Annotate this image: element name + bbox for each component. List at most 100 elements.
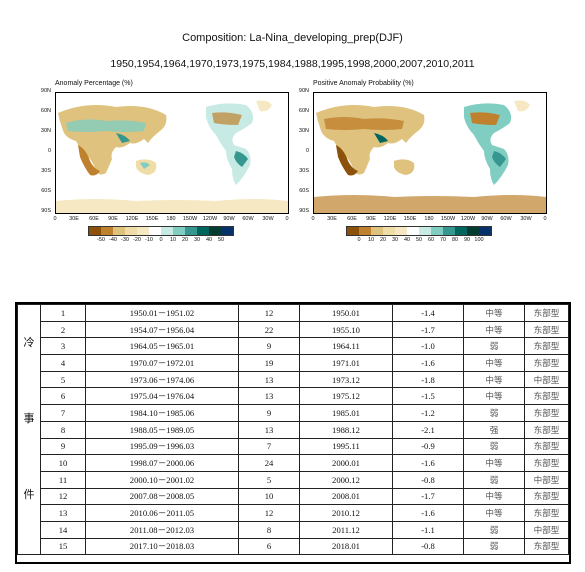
cell-val: -1.8 <box>392 370 464 389</box>
colorbar-label: 0 <box>357 237 361 243</box>
cell-strength: 中等 <box>463 504 525 522</box>
cell-peak: 2018.01 <box>299 537 393 556</box>
colorbar-swatch <box>101 227 113 235</box>
cell-strength: 中等 <box>463 320 525 339</box>
cell-type: 中部型 <box>524 520 569 539</box>
cell-dur: 6 <box>238 537 300 556</box>
colorbar-swatch <box>185 227 197 235</box>
cell-no: 11 <box>40 470 86 489</box>
cell-val: -2.1 <box>392 420 464 439</box>
lon-label: 0 <box>53 216 57 222</box>
lon-label: 150E <box>145 216 159 222</box>
lon-label: 90W <box>481 216 493 222</box>
cell-type: 东部型 <box>524 320 569 339</box>
colorbar-swatch <box>467 227 479 235</box>
cell-val: -1.2 <box>392 404 464 422</box>
cell-period: 2007.08－2008.05 <box>85 487 239 506</box>
events-table: 冷事件 1 1950.01－1951.02 12 1950.01 -1.4 中等 东部型 2 19… <box>17 303 569 556</box>
cell-dur: 12 <box>238 504 300 522</box>
cell-dur: 22 <box>238 320 300 339</box>
table-row: 10 1998.07－2000.06 24 2000.01 -1.6 中等 东部型 <box>18 454 569 472</box>
lon-label: 120W <box>460 216 476 222</box>
cell-type: 东部型 <box>524 420 569 439</box>
cell-dur: 5 <box>238 470 300 489</box>
cell-dur: 7 <box>238 437 300 456</box>
lon-label: 120W <box>202 216 218 222</box>
cell-no: 9 <box>40 437 86 456</box>
lat-label: 60S <box>299 188 309 194</box>
colorbar-swatch <box>197 227 209 235</box>
cell-no: 6 <box>40 387 86 406</box>
cell-period: 1988.05－1989.05 <box>85 420 239 439</box>
cell-period: 1964.05－1965.01 <box>85 337 239 356</box>
cell-no: 7 <box>40 404 86 422</box>
lon-label: 0 <box>285 216 289 222</box>
lon-label: 30W <box>262 216 274 222</box>
colorbar-swatch <box>149 227 161 235</box>
cell-peak: 2011.12 <box>299 520 393 539</box>
anomaly-percentage-map-panel: Anomaly Percentage (%) 90N 60N 30N 0 30S… <box>41 80 305 250</box>
cell-strength: 中等 <box>463 387 525 406</box>
cell-peak: 2000.12 <box>299 470 393 489</box>
colorbar-label: -10 <box>145 237 153 243</box>
panel-title: Anomaly Percentage (%) <box>55 80 133 87</box>
colorbar-label: 20 <box>379 237 387 243</box>
cell-period: 1998.07－2000.06 <box>85 454 239 472</box>
colorbar-label: 50 <box>415 237 423 243</box>
category-char: 冷 <box>23 336 35 349</box>
lon-label: 60W <box>500 216 512 222</box>
cell-peak: 2000.01 <box>299 454 393 472</box>
lat-label: 90N <box>40 88 51 94</box>
colorbar-label: -30 <box>121 237 129 243</box>
cell-dur: 13 <box>238 387 300 406</box>
cell-strength: 强 <box>463 420 525 439</box>
cell-peak: 1985.01 <box>299 404 393 422</box>
lon-label: 60E <box>347 216 357 222</box>
cell-peak: 1973.12 <box>299 370 393 389</box>
cell-type: 中部型 <box>524 370 569 389</box>
cell-no: 14 <box>40 520 86 539</box>
colorbar-swatch <box>431 227 443 235</box>
cell-period: 2010.06－2011.05 <box>85 504 239 522</box>
colorbar-label: 100 <box>474 237 484 243</box>
cell-strength: 中等 <box>463 304 525 322</box>
table-row: 12 2007.08－2008.05 10 2008.01 -1.7 中等 东部型 <box>18 487 569 506</box>
cell-type: 东部型 <box>524 387 569 406</box>
cell-peak: 1971.01 <box>299 354 393 372</box>
cell-val: -1.6 <box>392 454 464 472</box>
colorbar-swatch <box>137 227 149 235</box>
table-row: 3 1964.05－1965.01 9 1964.11 -1.0 弱东部型 <box>18 337 569 356</box>
cell-type: 东部型 <box>524 304 569 322</box>
colorbar-swatch <box>173 227 185 235</box>
lon-label: 90W <box>223 216 235 222</box>
colorbar-label: 30 <box>193 237 201 243</box>
cell-no: 13 <box>40 504 86 522</box>
world-map-probability <box>314 100 546 213</box>
cell-peak: 1975.12 <box>299 387 393 406</box>
cell-val: -1.7 <box>392 320 464 339</box>
table-row: 5 1973.06－1974.06 13 1973.12 -1.8 中等 中部型 <box>18 370 569 389</box>
lon-label: 0 <box>311 216 315 222</box>
cell-type: 东部型 <box>524 437 569 456</box>
cell-period: 1954.07－1956.04 <box>85 320 239 339</box>
cell-dur: 12 <box>238 304 300 322</box>
lon-label: 30W <box>520 216 532 222</box>
colorbar-label: 60 <box>427 237 435 243</box>
cell-val: -1.1 <box>392 520 464 539</box>
colorbar-swatch <box>455 227 467 235</box>
cell-dur: 19 <box>238 354 300 372</box>
figure-years: 1950,1954,1964,1970,1973,1975,1984,1988,… <box>110 58 475 70</box>
cell-period: 1984.10－1985.06 <box>85 404 239 422</box>
table-row: 2 1954.07－1956.04 22 1955.10 -1.7 中等 东部型 <box>18 320 569 339</box>
lon-label: 30E <box>327 216 337 222</box>
cell-no: 15 <box>40 537 86 556</box>
colorbar-swatch <box>113 227 125 235</box>
colorbar-label: 10 <box>367 237 375 243</box>
colorbar-swatch <box>395 227 407 235</box>
cell-no: 4 <box>40 354 86 372</box>
colorbar-swatch <box>407 227 419 235</box>
colorbar-label: 40 <box>205 237 213 243</box>
table-row: 15 2017.10－2018.03 6 2018.01 -0.8 弱东部型 <box>18 537 569 556</box>
lon-label: 120E <box>125 216 139 222</box>
cell-val: -1.6 <box>392 504 464 522</box>
